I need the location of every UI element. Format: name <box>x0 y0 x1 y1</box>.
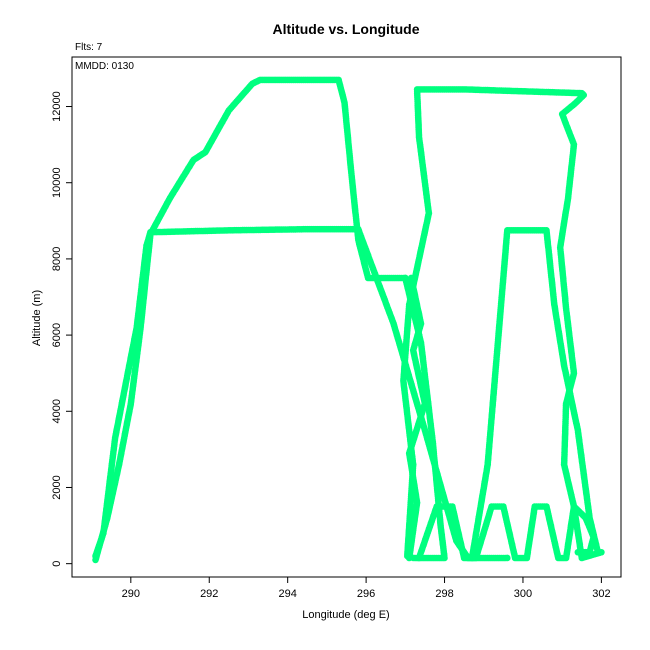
y-tick-label: 4000 <box>51 399 63 423</box>
y-tick-label: 6000 <box>51 323 63 347</box>
flight-track-2 <box>92 225 511 562</box>
y-tick-label: 12000 <box>51 91 63 122</box>
y-tick-label: 10000 <box>51 167 63 198</box>
x-tick-label: 302 <box>592 588 610 600</box>
data-point <box>594 547 601 554</box>
x-tick-label: 294 <box>278 588 296 600</box>
chart-title: Altitude vs. Longitude <box>273 21 420 37</box>
data-points-layer <box>92 76 605 564</box>
x-tick-label: 296 <box>357 588 375 600</box>
data-point <box>503 554 511 562</box>
flight-track-7 <box>468 227 601 562</box>
flight-track-6 <box>415 503 605 562</box>
y-axis: 0 2000 4000 6000 8000 10000 12000 <box>51 91 72 567</box>
date-annotation: MMDD: 0130 <box>75 61 134 72</box>
y-axis-label: Altitude (m) <box>31 290 43 346</box>
y-tick-label: 2000 <box>51 475 63 499</box>
y-tick-label: 8000 <box>51 247 63 271</box>
flight-track-5 <box>405 274 429 562</box>
x-axis: 290 292 294 296 298 300 302 <box>122 577 611 600</box>
y-tick-label: 0 <box>51 561 63 567</box>
x-tick-label: 290 <box>122 588 140 600</box>
x-tick-label: 292 <box>200 588 218 600</box>
plot-frame <box>71 56 622 578</box>
x-tick-label: 300 <box>514 588 532 600</box>
x-tick-label: 298 <box>435 588 453 600</box>
x-axis-label: Longitude (deg E) <box>302 609 389 621</box>
flights-annotation: Flts: 7 <box>75 42 103 53</box>
data-point <box>407 274 415 282</box>
